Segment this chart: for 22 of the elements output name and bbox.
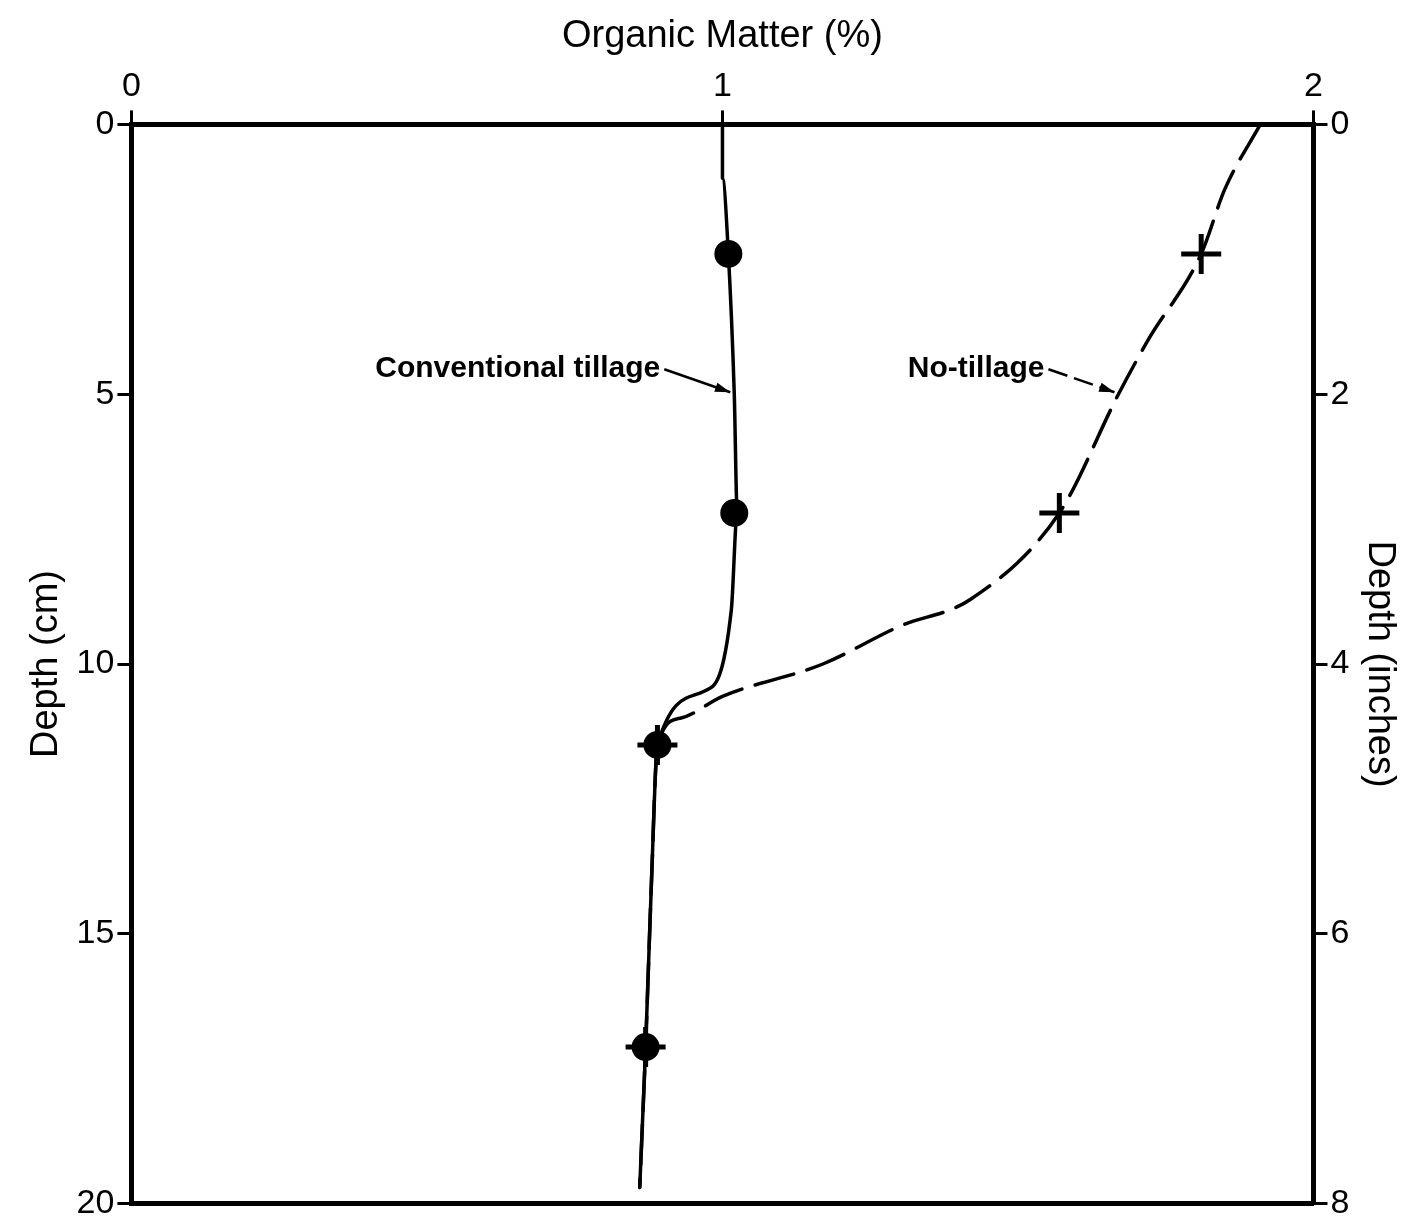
point: [1181, 233, 1222, 274]
x-tick-label: 2: [1304, 65, 1323, 104]
y2-tick-label: 2: [1330, 372, 1350, 411]
y-tick-label: 15: [76, 912, 115, 951]
y-tick-label: 5: [95, 372, 115, 411]
y-tick-label: 10: [76, 642, 115, 681]
point: [1039, 492, 1080, 533]
point: [625, 1027, 666, 1068]
y2-tick-label: 4: [1330, 642, 1350, 681]
legend-label: No-tillage: [907, 350, 1045, 384]
y-tick-label: 20: [76, 1181, 115, 1220]
y-axis-title: Depth (cm): [23, 570, 66, 758]
y2-tick-label: 6: [1330, 912, 1350, 951]
point: [637, 724, 678, 765]
y2-axis-title: Depth (inches): [1360, 540, 1403, 788]
x-tick-label: 0: [121, 65, 141, 104]
y2-tick-label: 0: [1330, 102, 1350, 141]
y2-tick-label: 8: [1330, 1181, 1350, 1220]
x-axis-title: Organic Matter (%): [561, 13, 883, 56]
y-tick-label: 0: [95, 102, 115, 141]
legend-label: Conventional tillage: [375, 350, 661, 384]
x-tick-label: 1: [712, 65, 732, 104]
